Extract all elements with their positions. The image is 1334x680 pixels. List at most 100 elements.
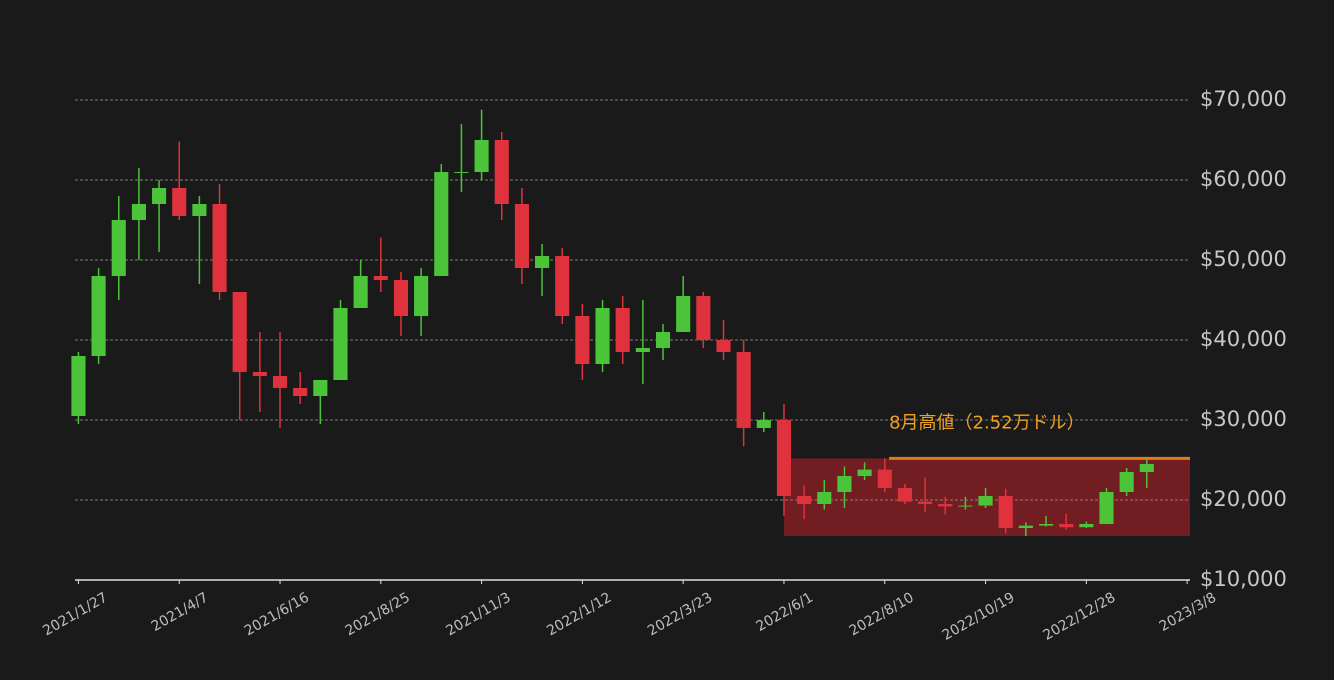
candle-body	[938, 504, 953, 507]
y-tick-label: $20,000	[1200, 487, 1287, 511]
candle	[91, 268, 106, 364]
candle-body	[797, 496, 812, 504]
y-tick-label: $40,000	[1200, 327, 1287, 351]
candle	[938, 496, 953, 515]
candle-body	[817, 492, 832, 504]
candle	[1099, 488, 1114, 524]
candle	[837, 466, 852, 508]
candle-body	[918, 501, 933, 504]
candle	[293, 372, 308, 404]
y-tick-label: $70,000	[1200, 87, 1287, 111]
candle	[71, 352, 86, 424]
candle	[252, 332, 267, 412]
candle-body	[454, 172, 469, 173]
candle	[797, 485, 812, 520]
candle	[897, 484, 912, 504]
candle	[474, 109, 489, 180]
candle-body	[272, 376, 288, 388]
candle-body	[172, 188, 187, 216]
candle	[313, 380, 328, 424]
candle-body	[978, 496, 993, 506]
candle-body	[474, 140, 489, 172]
candle	[1119, 468, 1134, 496]
candle-body	[293, 388, 308, 396]
candle	[555, 248, 570, 324]
candle	[676, 276, 691, 332]
candle	[958, 496, 973, 510]
candle	[655, 324, 671, 360]
candle	[696, 292, 711, 348]
candle-body	[776, 420, 792, 496]
candle-body	[131, 204, 146, 220]
candle-body	[1119, 472, 1134, 492]
candle	[877, 458, 892, 492]
candle	[1079, 521, 1094, 528]
candle-body	[1059, 524, 1074, 528]
candle-body	[111, 220, 126, 276]
candle	[232, 292, 247, 420]
candle	[817, 480, 832, 510]
candle	[575, 304, 590, 380]
candle-body	[212, 204, 227, 292]
candle	[918, 477, 933, 512]
candle	[373, 237, 388, 292]
candle-body	[877, 469, 892, 488]
candle-body	[696, 296, 711, 340]
candle	[454, 124, 469, 192]
candle-body	[837, 476, 852, 492]
y-tick-label: $50,000	[1200, 247, 1287, 271]
candle-body	[575, 316, 590, 364]
candle-body	[716, 340, 731, 352]
candle-body	[1018, 525, 1033, 528]
candle-body	[1139, 464, 1154, 472]
candle-body	[313, 380, 328, 396]
candle-body	[192, 204, 207, 216]
annotation: 8月高値（2.52万ドル）	[889, 412, 1085, 433]
candle	[192, 196, 207, 284]
candle	[776, 404, 792, 516]
candle-body	[393, 280, 409, 316]
candle-body	[897, 488, 912, 502]
candle	[1018, 522, 1033, 536]
candle	[514, 188, 529, 284]
candle	[212, 184, 227, 300]
candle-body	[676, 296, 691, 332]
candle	[635, 300, 650, 384]
y-tick-label: $60,000	[1200, 167, 1287, 191]
candle-body	[71, 356, 86, 416]
candle-body	[414, 276, 429, 316]
candle-body	[555, 256, 570, 316]
candle	[615, 296, 630, 364]
candle	[535, 244, 550, 296]
candle	[1139, 458, 1154, 488]
candle-body	[494, 140, 509, 204]
candle-body	[333, 308, 348, 380]
candle-body	[514, 204, 529, 268]
candle-body	[91, 276, 106, 356]
candle	[152, 180, 167, 252]
candle-body	[756, 420, 771, 428]
candle	[736, 340, 751, 447]
candle-body	[958, 505, 973, 507]
candle-body	[152, 188, 167, 204]
candle-body	[232, 292, 247, 372]
candle-body	[434, 172, 449, 276]
candle	[494, 132, 509, 220]
candle-body	[1079, 524, 1094, 528]
candle-body	[736, 352, 751, 428]
candle-body	[535, 256, 550, 268]
candle-body	[353, 276, 368, 308]
candle	[414, 268, 429, 336]
candle-body	[857, 469, 872, 476]
candle	[272, 332, 288, 428]
candle	[978, 488, 993, 508]
candle	[595, 300, 610, 372]
candle	[1038, 516, 1054, 527]
candle-body	[1099, 492, 1114, 524]
candle-body	[595, 308, 610, 364]
candle	[111, 196, 126, 300]
candle-body	[998, 496, 1013, 528]
candle	[1059, 513, 1074, 530]
candle	[333, 300, 348, 380]
